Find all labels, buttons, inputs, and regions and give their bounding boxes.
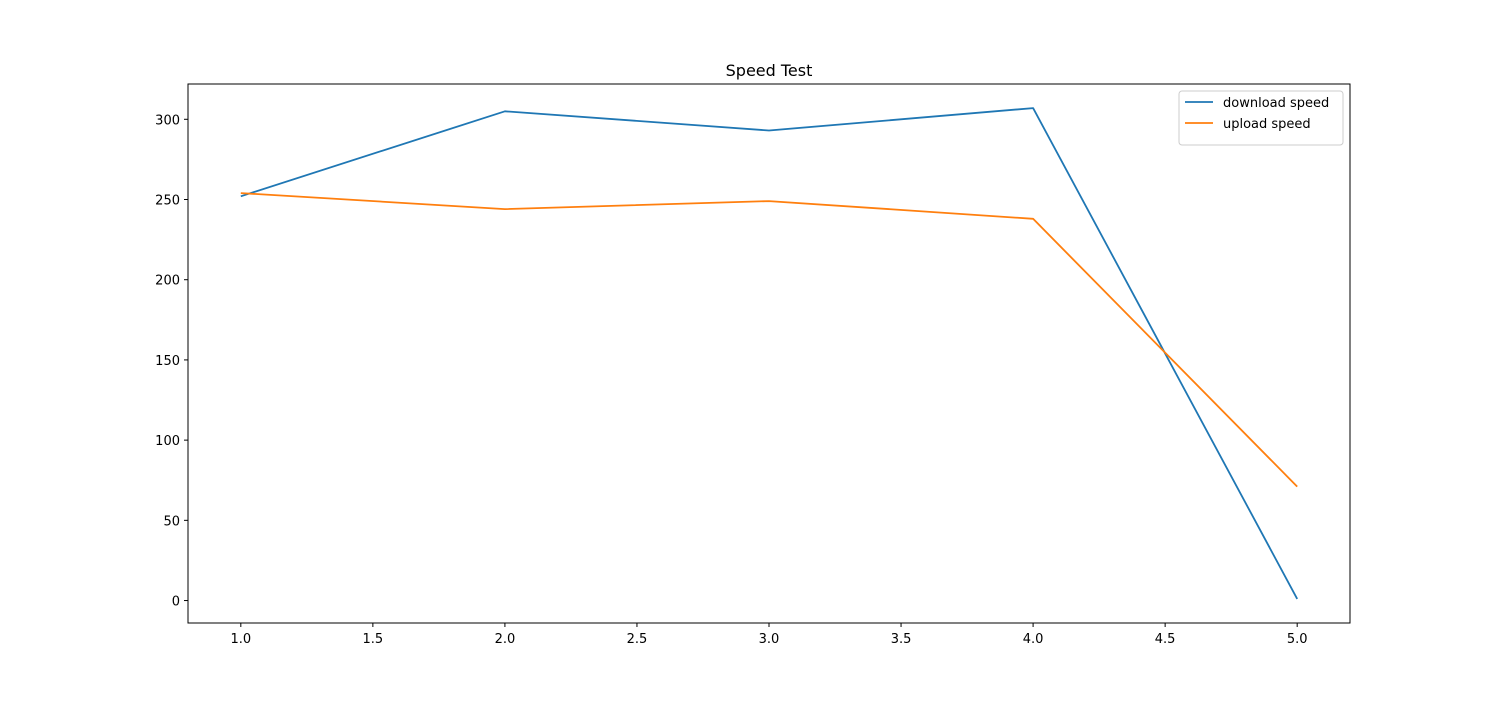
- y-tick-label: 0: [172, 595, 180, 610]
- x-tick-label: 2.5: [627, 632, 648, 647]
- x-tick-label: 3.0: [759, 632, 780, 647]
- legend-label-upload-speed: upload speed: [1223, 117, 1311, 132]
- chart-title: Speed Test: [726, 61, 813, 80]
- x-tick-label: 4.5: [1155, 632, 1176, 647]
- legend-box: [1178, 90, 1344, 146]
- x-tick-label: 1.5: [363, 632, 384, 647]
- y-tick-label: 150: [155, 354, 180, 369]
- x-tick-label: 5.0: [1287, 632, 1308, 647]
- x-tick-label: 4.0: [1023, 632, 1044, 647]
- legend-label-download-speed: download speed: [1223, 96, 1329, 111]
- series-line-upload-speed: [240, 192, 1298, 488]
- x-tick-label: 1.0: [230, 632, 251, 647]
- y-tick-label: 100: [155, 434, 180, 449]
- x-tick-label: 2.0: [495, 632, 516, 647]
- y-tick-label: 250: [155, 194, 180, 209]
- series-line-download-speed: [240, 107, 1298, 600]
- y-tick-label: 200: [155, 274, 180, 289]
- x-tick-label: 3.5: [891, 632, 912, 647]
- plot-area: 1.0 1.5 2.0 2.5 3.0 3.5 4.0 4.5 5.0 0 50 100 150 200 2…: [155, 83, 1351, 647]
- y-tick-label: 50: [163, 514, 180, 529]
- y-tick-label: 300: [155, 113, 180, 128]
